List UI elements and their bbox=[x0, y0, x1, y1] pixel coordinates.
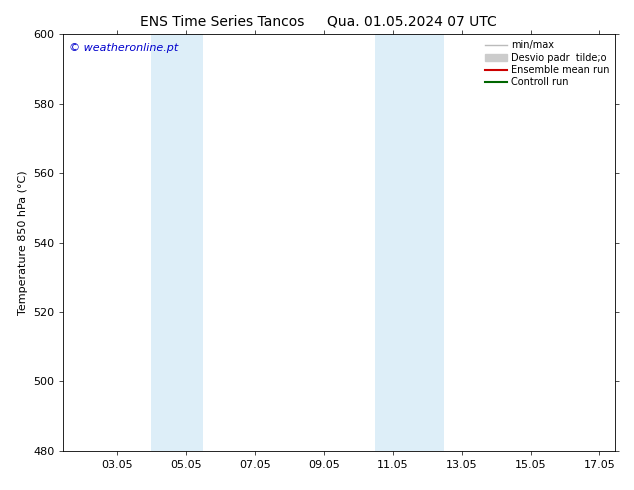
Bar bbox=[152, 34, 203, 451]
Y-axis label: Temperature 850 hPa (°C): Temperature 850 hPa (°C) bbox=[18, 170, 27, 315]
Legend: min/max, Desvio padr  tilde;o, Ensemble mean run, Controll run: min/max, Desvio padr tilde;o, Ensemble m… bbox=[482, 37, 612, 90]
Text: © weatheronline.pt: © weatheronline.pt bbox=[69, 43, 178, 52]
Text: ENS Time Series Tancos: ENS Time Series Tancos bbox=[139, 15, 304, 29]
Text: Qua. 01.05.2024 07 UTC: Qua. 01.05.2024 07 UTC bbox=[327, 15, 497, 29]
Bar bbox=[375, 34, 444, 451]
